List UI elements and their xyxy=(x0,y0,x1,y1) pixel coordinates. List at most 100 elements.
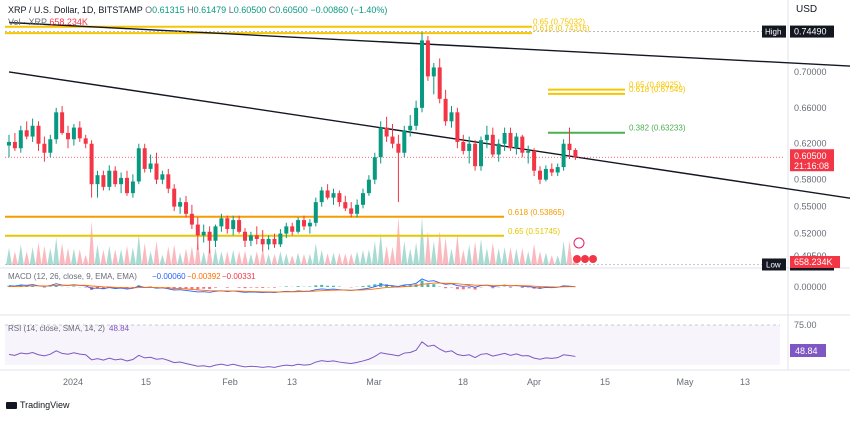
macd-histogram-bar xyxy=(332,286,335,287)
fib-level-label: 0.65 (0.51745) xyxy=(508,227,560,236)
candle-body xyxy=(261,239,265,244)
candle-body xyxy=(355,205,359,214)
candle-body xyxy=(379,128,383,158)
volume-bar xyxy=(336,253,342,265)
low-value: 0.60500 xyxy=(234,5,267,15)
currency-label: USD xyxy=(796,4,817,15)
volume-bar xyxy=(118,249,124,265)
candle-body xyxy=(196,225,200,236)
volume-bar xyxy=(189,246,195,265)
candle-body xyxy=(337,193,341,202)
volume-label[interactable]: Vol · XRP xyxy=(8,17,47,27)
volume-bar xyxy=(484,248,490,265)
candle-body xyxy=(514,137,518,149)
candle-body xyxy=(408,126,412,130)
macd-value: −0.00060 xyxy=(152,272,186,281)
dividend-icon xyxy=(573,255,581,263)
volume-bar xyxy=(77,249,83,265)
candle-body xyxy=(54,112,58,139)
volume-bar xyxy=(366,249,372,265)
macd-axis-label: 0.00000 xyxy=(794,282,827,292)
macd-histogram-bar xyxy=(320,285,323,287)
volume-bar xyxy=(390,246,396,265)
candle-body xyxy=(391,137,395,144)
volume-bar xyxy=(555,255,561,265)
candle-body xyxy=(37,126,41,144)
branding-text: TradingView xyxy=(20,400,70,410)
volume-bar xyxy=(177,253,183,265)
candle-body xyxy=(544,169,548,180)
volume-bar xyxy=(6,248,12,265)
candle-body xyxy=(219,218,223,226)
macd-histogram-bar xyxy=(367,285,370,287)
volume-bar xyxy=(395,217,401,265)
candle-body xyxy=(125,178,129,193)
candle-body xyxy=(137,148,141,181)
candle-body xyxy=(31,126,35,137)
candle-body xyxy=(7,142,11,146)
price-tick-label: 0.62000 xyxy=(794,139,827,149)
volume-bar xyxy=(567,241,573,265)
candle-body xyxy=(302,220,306,226)
volume-bar xyxy=(148,251,154,265)
symbol-line[interactable]: XRP / U.S. Dollar, 1D, BITSTAMP xyxy=(8,5,143,15)
candle-body xyxy=(160,174,164,179)
time-tick-label: 15 xyxy=(141,377,151,387)
volume-bar xyxy=(295,253,301,265)
candle-body xyxy=(432,67,436,76)
macd-histogram-bar xyxy=(432,284,435,287)
volume-bar xyxy=(159,255,165,265)
volume-bar xyxy=(236,251,242,265)
candle-body xyxy=(42,144,46,153)
macd-histogram-bar xyxy=(255,287,258,288)
volume-bar xyxy=(136,234,142,265)
macd-histogram-bar xyxy=(456,287,459,289)
macd-hist-value: −0.00331 xyxy=(222,272,256,281)
volume-bar xyxy=(496,248,502,265)
candle-body xyxy=(461,142,465,151)
volume-bar xyxy=(272,254,278,265)
volume-bar xyxy=(466,244,472,265)
candle-body xyxy=(573,150,577,157)
volume-bar xyxy=(124,246,130,265)
candle-body xyxy=(479,140,483,166)
volume-bar xyxy=(301,254,307,265)
volume-bar xyxy=(71,249,77,265)
macd-histogram-bar xyxy=(444,287,447,288)
fib-level-label: 0.618 (0.53865) xyxy=(508,208,565,217)
candle-body xyxy=(184,202,188,214)
candle-body xyxy=(491,135,495,155)
volume-bar xyxy=(372,241,378,265)
candle-body xyxy=(538,171,542,180)
tradingview-logo[interactable]: TradingView xyxy=(6,400,70,410)
volume-bar xyxy=(100,250,106,265)
candle-body xyxy=(60,112,64,133)
candle-body xyxy=(143,148,147,169)
open-value: 0.61315 xyxy=(152,5,185,15)
candle-body xyxy=(550,169,554,173)
volume-bar xyxy=(142,243,148,265)
time-tick-label: 15 xyxy=(600,377,610,387)
high-value: 0.74490 xyxy=(794,27,827,37)
candle-body xyxy=(361,193,365,205)
volume-bar xyxy=(183,249,189,265)
dividend-icon xyxy=(581,255,589,263)
volume-bar xyxy=(36,242,42,265)
volume-bar xyxy=(218,251,224,265)
volume-bar xyxy=(549,255,555,265)
macd-histogram-bar xyxy=(326,286,329,287)
candle-body xyxy=(190,214,194,225)
close-value: 0.60500 xyxy=(275,5,308,15)
candle-body xyxy=(343,202,347,208)
fib-level-label: 0.382 (0.63233) xyxy=(629,124,686,133)
macd-histogram-bar xyxy=(509,287,512,288)
macd-histogram-bar xyxy=(491,287,494,288)
candle-body xyxy=(166,174,170,188)
volume-bar xyxy=(289,255,295,265)
volume-bar xyxy=(213,248,219,265)
event-icon xyxy=(574,238,584,248)
volume-bar xyxy=(443,238,449,265)
candle-body xyxy=(155,164,159,180)
